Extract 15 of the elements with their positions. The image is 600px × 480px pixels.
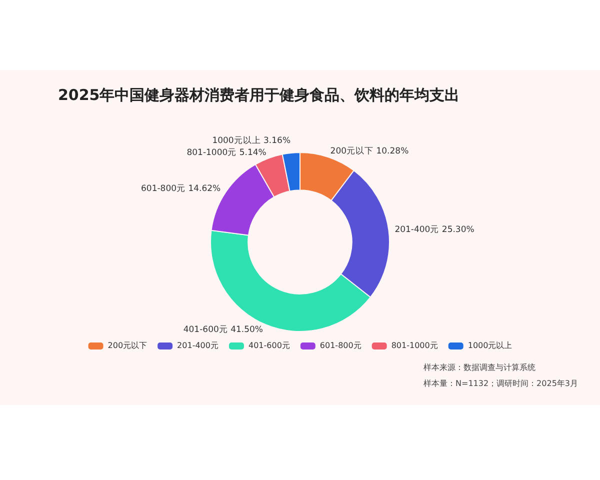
legend-label: 601-800元 <box>320 341 362 350</box>
text: 样本量：N=1132；调研时间：2025年3月 <box>424 378 578 390</box>
legend-label: 200元以下 <box>108 341 148 350</box>
category-label: 401-600元 41.50% <box>183 325 264 336</box>
category-label: 1000元以上 3.16% <box>212 136 291 146</box>
category-label: 201-400元 25.30% <box>394 224 474 235</box>
chart-title: 2025年中国健身器材消费者用于健身食品、饮料的年均支出 <box>58 86 460 105</box>
legend-label: 801-1000元 <box>391 341 438 350</box>
category-label: 801-1000元 5.14% <box>186 148 266 158</box>
text: 样本来源：数据调查与计算系统 <box>424 362 536 374</box>
category-label: 200元以下 10.28% <box>330 146 409 157</box>
legend-label: 201-400元 <box>177 341 218 350</box>
legend-label: 401-600元 <box>248 341 290 350</box>
legend-label: 1000元以上 <box>468 341 512 350</box>
category-label: 601-800元 14.62% <box>141 184 221 194</box>
